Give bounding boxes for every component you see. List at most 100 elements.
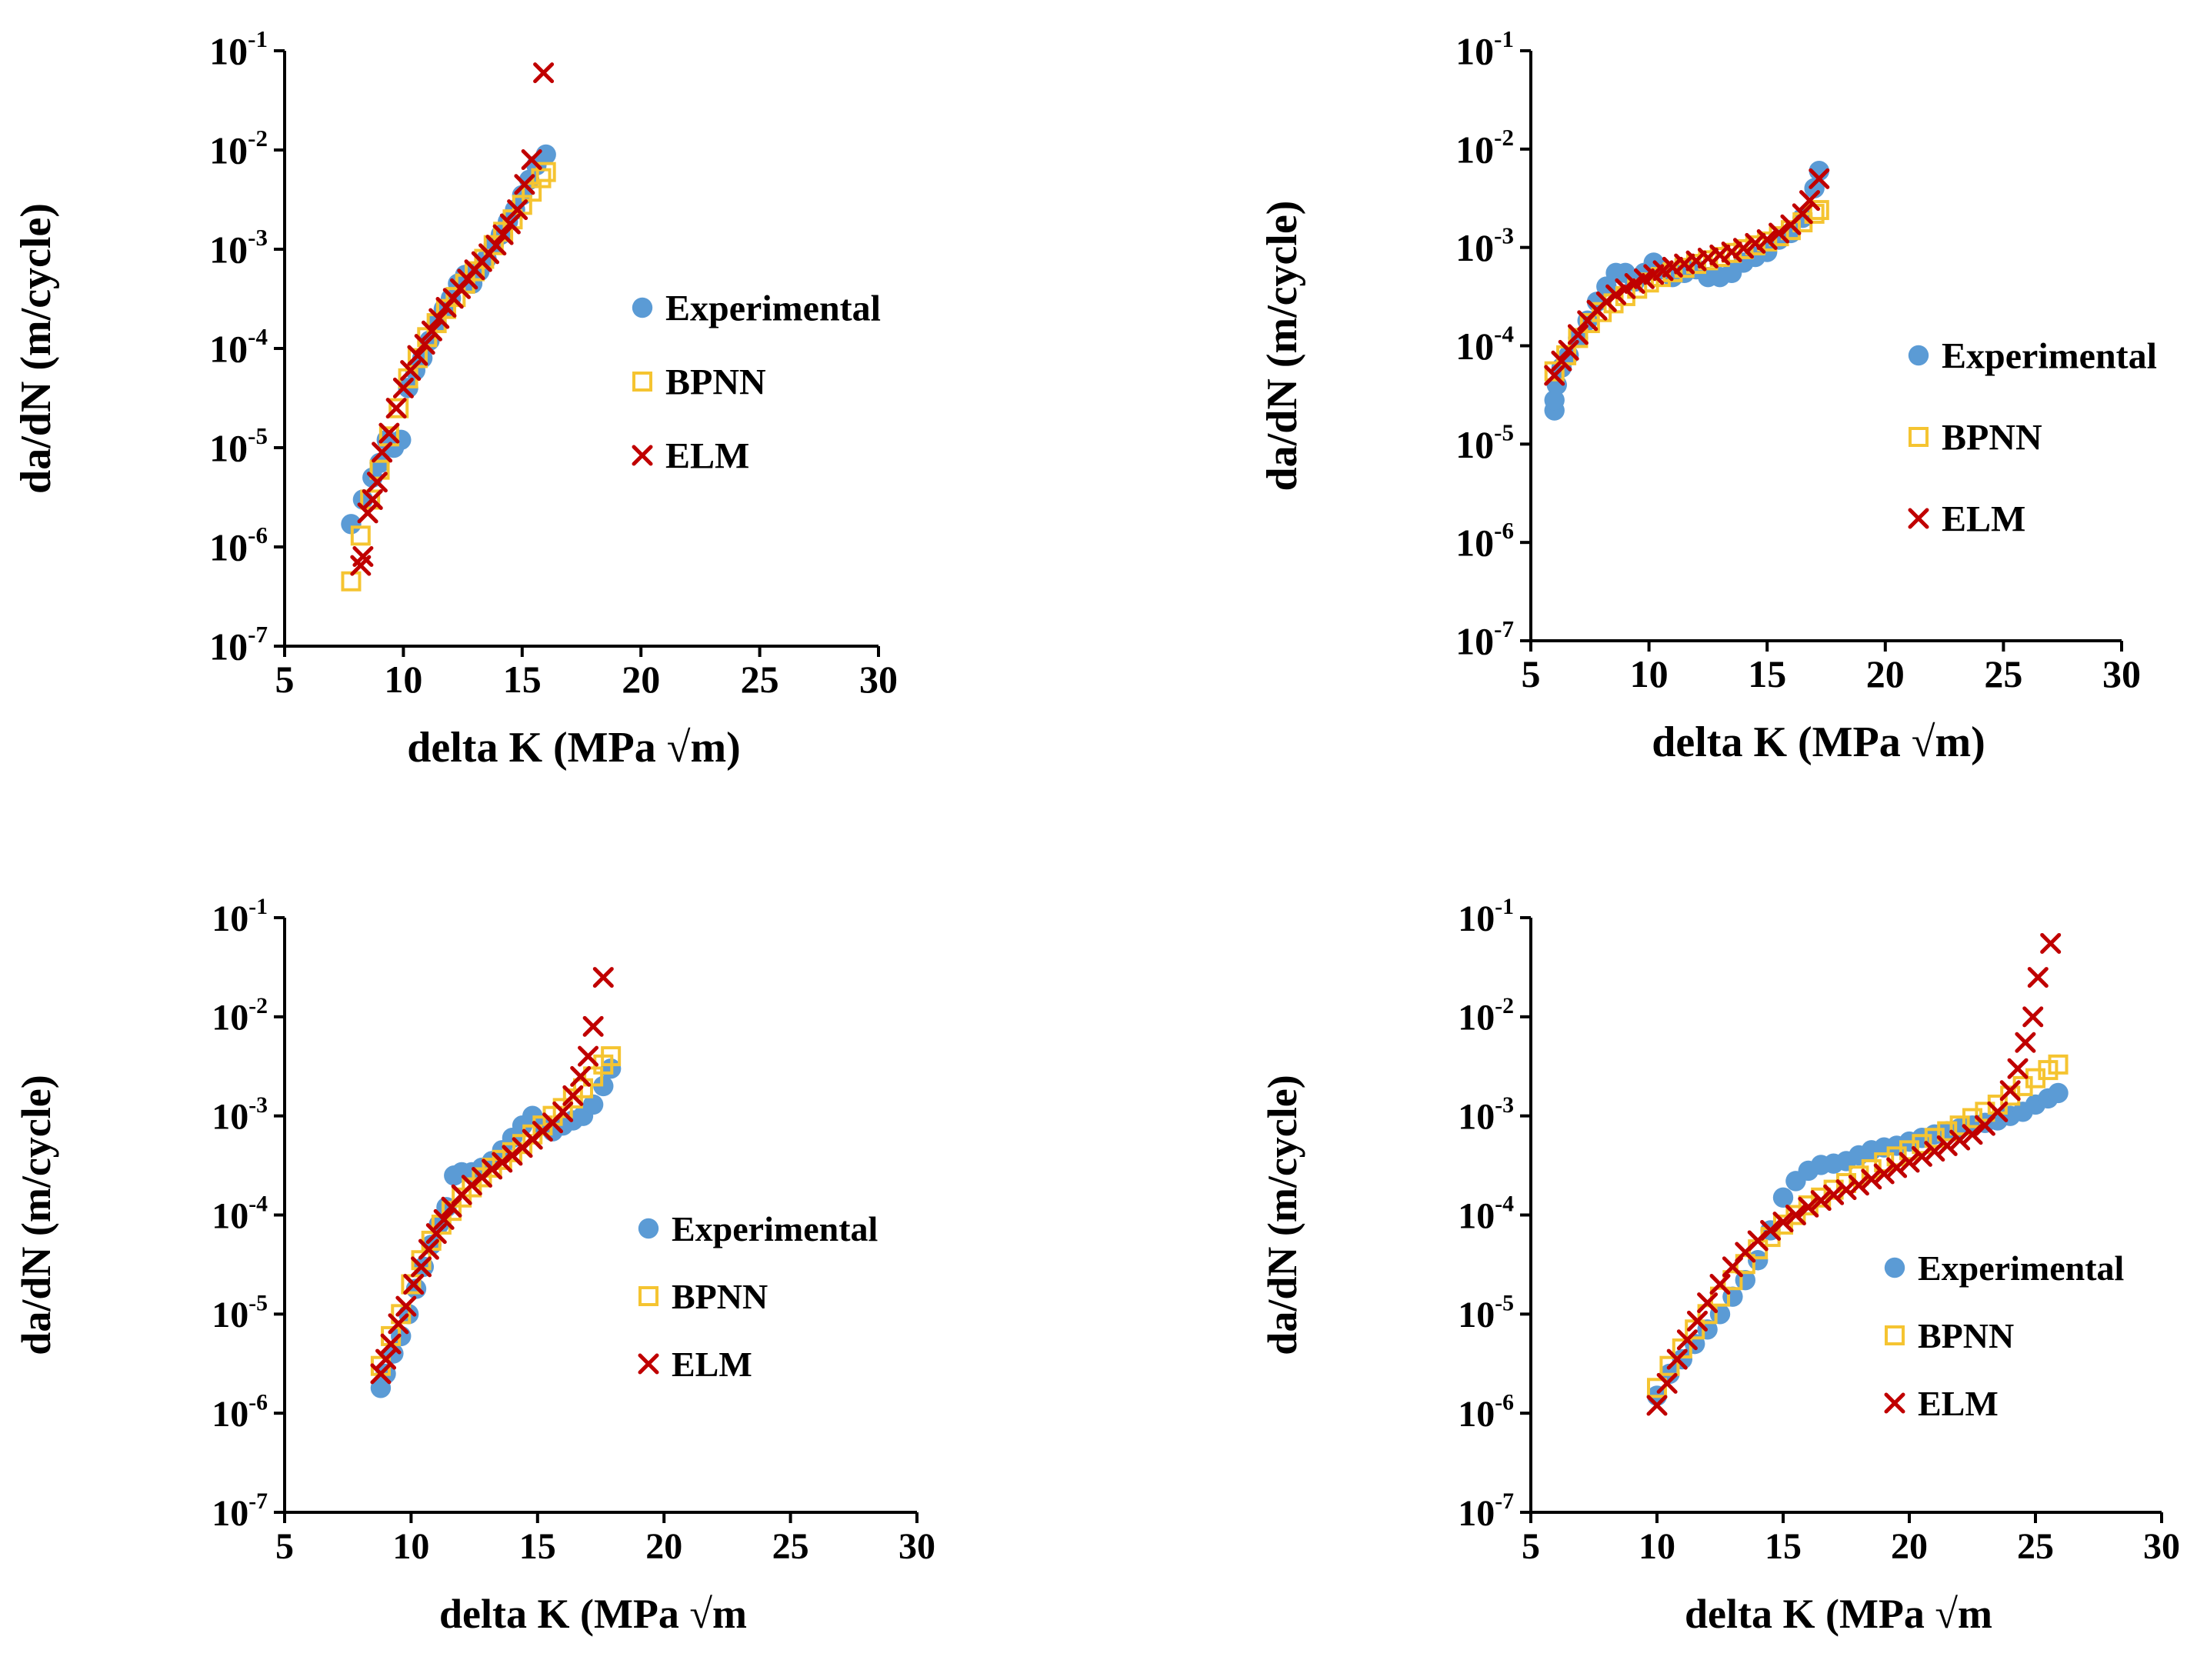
data-point-elm xyxy=(428,308,450,329)
data-point-elm-stroke-b xyxy=(1987,1101,2009,1122)
data-point-elm-stroke-b xyxy=(433,1208,455,1230)
data-point-elm xyxy=(507,199,528,221)
data-point-elm-stroke-b xyxy=(507,199,528,221)
data-point-elm xyxy=(1745,232,1766,254)
data-point-elm-stroke-b xyxy=(1936,1135,1958,1156)
legend-label-bpnn: BPNN xyxy=(1942,418,2042,458)
x-tick-label: 30 xyxy=(859,658,898,701)
data-point-elm xyxy=(592,967,614,988)
data-point-elm xyxy=(375,1348,397,1370)
data-point-elm-stroke-b xyxy=(2040,932,2062,954)
data-point-elm-stroke-b xyxy=(425,1223,447,1245)
y-tick-exponent: -3 xyxy=(248,224,268,251)
data-point-elm-stroke-b xyxy=(514,174,535,195)
data-point-elm-stroke-b xyxy=(1544,365,1565,386)
data-point-elm xyxy=(380,1333,402,1355)
data-point-elm-stroke-b xyxy=(403,1274,425,1295)
data-point-elm xyxy=(362,488,383,510)
data-point-elm xyxy=(392,377,414,398)
y-tick-label: 10-5 xyxy=(212,1291,268,1336)
y-tick-label: 10-1 xyxy=(212,894,268,939)
y-tick-label: 10-3 xyxy=(209,224,268,272)
x-tick-label: 10 xyxy=(1630,652,1669,695)
series-bpnn xyxy=(370,1046,622,1376)
data-point-elm-stroke-b xyxy=(366,472,388,493)
data-point-elm xyxy=(372,442,393,463)
y-tick-exponent: -3 xyxy=(248,1092,268,1118)
data-point-elm-stroke-b xyxy=(357,502,378,524)
x-tick-label: 20 xyxy=(622,658,660,701)
data-point-elm-stroke-b xyxy=(414,334,435,355)
legend-label-elm: ELM xyxy=(665,436,749,477)
data-point-elm xyxy=(499,213,521,235)
data-point-bpnn xyxy=(601,1046,622,1067)
data-point-elm-stroke-b xyxy=(1567,324,1589,345)
legend-marker-elm xyxy=(1884,1392,1905,1414)
x-tick-label: 20 xyxy=(645,1526,682,1567)
data-point-elm-stroke-b xyxy=(352,546,374,568)
y-tick-exponent: -1 xyxy=(248,25,268,52)
data-point-elm-stroke-b xyxy=(1666,1348,1688,1370)
y-tick-label: 10-7 xyxy=(1458,1488,1514,1534)
data-point-elm-stroke-b xyxy=(407,345,428,366)
legend-marker-elm xyxy=(1908,508,1929,529)
data-point-elm xyxy=(1798,1196,1819,1218)
data-point-elm xyxy=(2040,932,2062,954)
series-experimental xyxy=(1646,1082,2069,1406)
data-point-elm xyxy=(570,1065,592,1087)
legend: Experimental BPNN ELM xyxy=(632,288,881,477)
data-point-elm xyxy=(388,1313,409,1335)
x-tick-label: 20 xyxy=(1866,652,1905,695)
data-point-bpnn xyxy=(1659,1355,1680,1376)
data-point-elm xyxy=(2022,1006,2044,1028)
data-point-elm xyxy=(1721,242,1742,263)
data-point-elm-stroke-b xyxy=(2015,1032,2036,1053)
data-point-elm-stroke-b xyxy=(362,488,383,510)
x-tick-label: 30 xyxy=(2143,1526,2180,1567)
x-tick-label: 30 xyxy=(898,1526,935,1567)
legend-label-experimental: Experimental xyxy=(1918,1248,2124,1288)
data-point-elm xyxy=(1962,1124,1983,1145)
data-point-elm-stroke-b xyxy=(378,422,400,444)
y-tick-label: 10-7 xyxy=(1455,615,1514,663)
data-point-elm-stroke-b xyxy=(1924,1141,1945,1162)
data-point-elm-stroke-b xyxy=(1745,232,1766,254)
data-point-bpnn xyxy=(1823,1179,1844,1200)
legend-marker-experimental xyxy=(1884,1257,1905,1278)
y-tick-exponent: -5 xyxy=(1495,1291,1514,1316)
data-point-elm xyxy=(1544,365,1565,386)
data-point-elm-stroke-b xyxy=(2027,967,2049,988)
y-axis-label: da/dN (m/cycle) xyxy=(13,1075,59,1355)
data-point-elm-stroke-b xyxy=(411,1256,432,1278)
data-point-elm xyxy=(1899,1152,1920,1173)
y-tick-exponent: -6 xyxy=(1494,517,1514,544)
data-point-elm-stroke-b xyxy=(562,1085,584,1106)
data-point-elm-stroke-b xyxy=(370,1363,392,1385)
data-point-elm xyxy=(1666,1348,1688,1370)
data-point-elm xyxy=(1551,350,1572,372)
data-point-elm xyxy=(1772,1212,1794,1233)
legend-label-bpnn: BPNN xyxy=(665,362,766,403)
data-point-experimental xyxy=(2048,1082,2069,1104)
y-tick-label: 10-6 xyxy=(212,1389,268,1435)
data-point-elm xyxy=(562,1085,584,1106)
series-bpnn xyxy=(341,162,556,592)
data-point-elm xyxy=(1732,238,1754,259)
data-point-elm xyxy=(1999,1080,2021,1102)
x-axis-label: delta K (MPa √m) xyxy=(1652,718,1985,766)
data-point-elm-stroke-b xyxy=(1756,229,1778,251)
y-tick-exponent: -4 xyxy=(1494,321,1514,348)
legend-marker-elm-stroke-b xyxy=(1884,1392,1905,1414)
data-point-experimental xyxy=(582,1094,604,1115)
x-axis-label: delta K (MPa √m xyxy=(1685,1591,1992,1637)
data-point-elm-stroke-b xyxy=(392,377,414,398)
data-point-elm-stroke-b xyxy=(1769,222,1790,244)
data-point-elm-stroke-b xyxy=(1873,1163,1895,1185)
y-tick-exponent: -7 xyxy=(1494,615,1514,642)
chart-top-left: 10-7 10-6 10-5 10-4 10-3 10-2 10-1 5 10 15 20 25 30 d… xyxy=(12,25,898,772)
data-point-bpnn xyxy=(2048,1054,2069,1075)
y-tick-exponent: -7 xyxy=(248,621,268,648)
data-point-bpnn xyxy=(462,1177,482,1198)
data-point-elm xyxy=(1567,324,1589,345)
legend-marker-elm xyxy=(632,445,653,466)
